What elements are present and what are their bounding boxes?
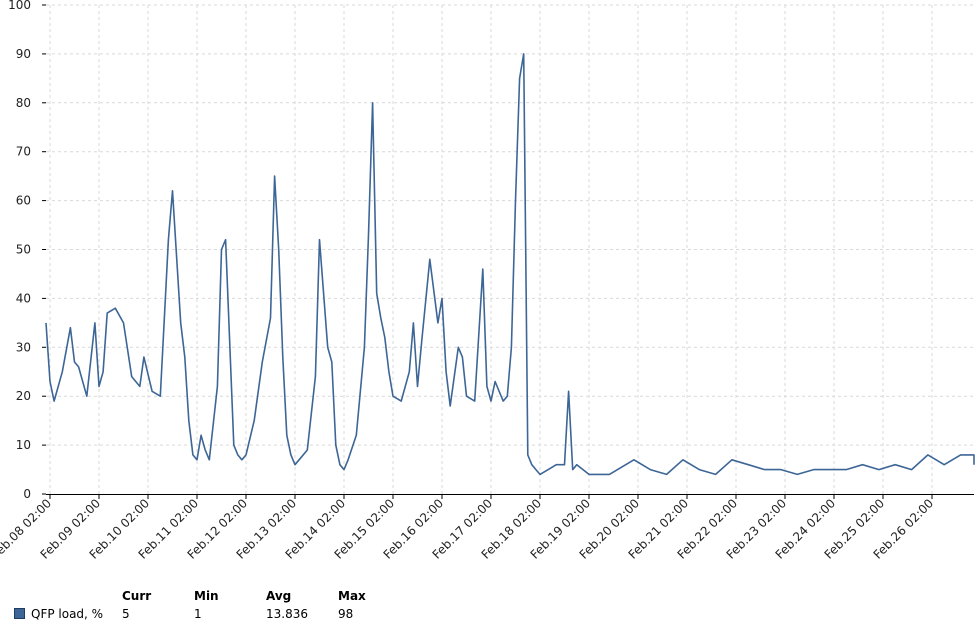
grid [46, 4, 974, 494]
y-tick-label: 90 [16, 47, 31, 61]
y-tick-label: 100 [8, 0, 31, 12]
y-tick-label: 80 [16, 96, 31, 110]
legend-header-avg: Avg [266, 589, 292, 603]
legend-curr-value: 5 [122, 607, 130, 621]
series-line [45, 53, 975, 476]
legend: Curr Min Avg Max QFP load, % 5 1 13.836 … [14, 587, 398, 623]
legend-series-label: QFP load, % [31, 607, 104, 621]
legend-min-value: 1 [194, 607, 202, 621]
legend-header-max: Max [338, 589, 366, 603]
y-axis: 0 10 20 30 40 50 60 70 80 90 100 [8, 0, 46, 501]
legend-avg-value: 13.836 [266, 607, 308, 621]
legend-swatch [14, 608, 25, 619]
y-tick-label: 20 [16, 389, 31, 403]
y-tick-label: 40 [16, 291, 31, 305]
y-tick-label: 50 [16, 243, 31, 257]
y-tick-label: 30 [16, 340, 31, 354]
legend-max-value: 98 [338, 607, 354, 621]
y-tick-label: 0 [23, 487, 31, 501]
legend-header-curr: Curr [122, 589, 152, 603]
y-tick-label: 60 [16, 194, 31, 208]
y-tick-label: 70 [16, 145, 31, 159]
legend-header-min: Min [194, 589, 219, 603]
y-tick-label: 10 [16, 438, 31, 452]
line-chart: 0 10 20 30 40 50 60 70 80 90 100 Feb.08 02:00Feb.0… [0, 0, 975, 562]
